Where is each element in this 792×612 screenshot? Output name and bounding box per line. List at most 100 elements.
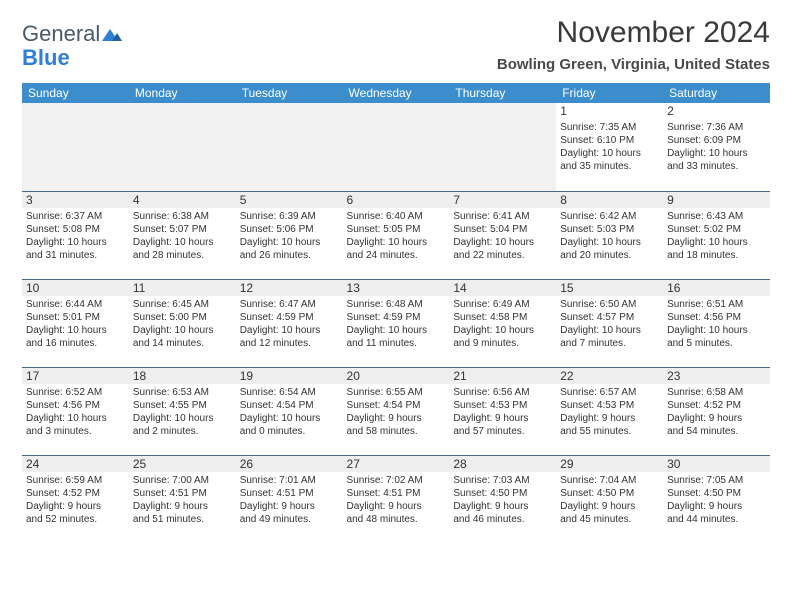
sunset-text: Sunset: 4:54 PM (347, 399, 446, 412)
page-header: General Blue November 2024 Bowling Green… (22, 16, 770, 73)
sunset-text: Sunset: 4:51 PM (347, 487, 446, 500)
calendar-day-cell: 18Sunrise: 6:53 AMSunset: 4:55 PMDayligh… (129, 367, 236, 455)
daylight-text: Daylight: 9 hours (240, 500, 339, 513)
calendar-day-cell: 7Sunrise: 6:41 AMSunset: 5:04 PMDaylight… (449, 191, 556, 279)
sunset-text: Sunset: 4:52 PM (26, 487, 125, 500)
sunrise-text: Sunrise: 6:42 AM (560, 210, 659, 223)
sunset-text: Sunset: 5:07 PM (133, 223, 232, 236)
daylight-text: Daylight: 10 hours (347, 324, 446, 337)
calendar-day-cell: 2Sunrise: 7:36 AMSunset: 6:09 PMDaylight… (663, 103, 770, 191)
calendar-day-cell: 14Sunrise: 6:49 AMSunset: 4:58 PMDayligh… (449, 279, 556, 367)
daylight-text: and 54 minutes. (667, 425, 766, 438)
sunrise-text: Sunrise: 7:04 AM (560, 474, 659, 487)
calendar-day-cell: 13Sunrise: 6:48 AMSunset: 4:59 PMDayligh… (343, 279, 450, 367)
day-number: 14 (449, 280, 556, 296)
sunrise-text: Sunrise: 6:53 AM (133, 386, 232, 399)
daylight-text: Daylight: 9 hours (667, 500, 766, 513)
logo-word2: Blue (22, 45, 70, 70)
daylight-text: Daylight: 9 hours (667, 412, 766, 425)
sunrise-text: Sunrise: 6:57 AM (560, 386, 659, 399)
daylight-text: and 51 minutes. (133, 513, 232, 526)
day-number: 16 (663, 280, 770, 296)
weekday-header: Thursday (449, 83, 556, 103)
daylight-text: and 3 minutes. (26, 425, 125, 438)
daylight-text: Daylight: 10 hours (133, 236, 232, 249)
daylight-text: Daylight: 9 hours (453, 500, 552, 513)
calendar-page: General Blue November 2024 Bowling Green… (0, 0, 792, 555)
daylight-text: Daylight: 9 hours (453, 412, 552, 425)
day-number: 8 (556, 192, 663, 208)
daylight-text: Daylight: 9 hours (347, 500, 446, 513)
calendar-day-cell (343, 103, 450, 191)
calendar-week-row: 3 Sunrise: 6:37 AMSunset: 5:08 PM Daylight… (22, 191, 770, 279)
calendar-day-cell: 28Sunrise: 7:03 AMSunset: 4:50 PMDayligh… (449, 455, 556, 543)
calendar-day-cell (449, 103, 556, 191)
month-title: November 2024 (497, 16, 770, 50)
sunset-text: Sunset: 4:50 PM (667, 487, 766, 500)
day-number: 15 (556, 280, 663, 296)
daylight-text: and 0 minutes. (240, 425, 339, 438)
daylight-text: and 11 minutes. (347, 337, 446, 350)
calendar-week-row: 24Sunrise: 6:59 AMSunset: 4:52 PMDayligh… (22, 455, 770, 543)
calendar-day-cell: 6Sunrise: 6:40 AMSunset: 5:05 PMDaylight… (343, 191, 450, 279)
daylight-text: Daylight: 10 hours (133, 412, 232, 425)
daylight-text: Daylight: 9 hours (347, 412, 446, 425)
calendar-day-cell: 22Sunrise: 6:57 AMSunset: 4:53 PMDayligh… (556, 367, 663, 455)
day-number: 11 (129, 280, 236, 296)
daylight-text: Daylight: 10 hours (667, 147, 766, 160)
calendar-day-cell: 3Sunrise: 6:37 AMSunset: 5:08 PMDaylight… (22, 191, 129, 279)
sunset-text: Sunset: 4:53 PM (560, 399, 659, 412)
daylight-text: and 46 minutes. (453, 513, 552, 526)
weekday-header: Friday (556, 83, 663, 103)
sunrise-text: Sunrise: 6:38 AM (133, 210, 232, 223)
day-number: 17 (22, 368, 129, 384)
daylight-text: and 58 minutes. (347, 425, 446, 438)
sunrise-text: Sunrise: 6:52 AM (26, 386, 125, 399)
day-number: 23 (663, 368, 770, 384)
daylight-text: Daylight: 10 hours (240, 324, 339, 337)
sunset-text: Sunset: 5:06 PM (240, 223, 339, 236)
daylight-text: Daylight: 10 hours (560, 147, 659, 160)
daylight-text: Daylight: 9 hours (133, 500, 232, 513)
day-number: 30 (663, 456, 770, 472)
weekday-header: Sunday (22, 83, 129, 103)
calendar-day-cell (129, 103, 236, 191)
sunset-text: Sunset: 4:50 PM (560, 487, 659, 500)
daylight-text: Daylight: 10 hours (667, 236, 766, 249)
sunset-text: Sunset: 5:00 PM (133, 311, 232, 324)
calendar-day-cell: 5Sunrise: 6:39 AMSunset: 5:06 PMDaylight… (236, 191, 343, 279)
sunrise-text: Sunrise: 6:41 AM (453, 210, 552, 223)
daylight-text: and 2 minutes. (133, 425, 232, 438)
weekday-header: Saturday (663, 83, 770, 103)
sunset-text: Sunset: 4:56 PM (667, 311, 766, 324)
day-number: 13 (343, 280, 450, 296)
sunrise-text: Sunrise: 6:37 AM (26, 210, 125, 223)
calendar-day-cell: 25Sunrise: 7:00 AMSunset: 4:51 PMDayligh… (129, 455, 236, 543)
sunrise-text: Sunrise: 7:02 AM (347, 474, 446, 487)
sunset-text: Sunset: 4:55 PM (133, 399, 232, 412)
sunrise-text: Sunrise: 7:00 AM (133, 474, 232, 487)
location-text: Bowling Green, Virginia, United States (497, 56, 770, 73)
day-number: 22 (556, 368, 663, 384)
sunrise-text: Sunrise: 7:05 AM (667, 474, 766, 487)
daylight-text: and 48 minutes. (347, 513, 446, 526)
daylight-text: and 14 minutes. (133, 337, 232, 350)
day-number: 1 (556, 103, 663, 119)
logo-text: General Blue (22, 22, 122, 70)
sunset-text: Sunset: 5:08 PM (26, 223, 125, 236)
calendar-day-cell: 19Sunrise: 6:54 AMSunset: 4:54 PMDayligh… (236, 367, 343, 455)
daylight-text: and 28 minutes. (133, 249, 232, 262)
logo-word1: General (22, 21, 100, 46)
day-number: 21 (449, 368, 556, 384)
weekday-header: Wednesday (343, 83, 450, 103)
day-number: 9 (663, 192, 770, 208)
day-number: 3 (22, 192, 129, 208)
daylight-text: and 22 minutes. (453, 249, 552, 262)
calendar-day-cell: 27Sunrise: 7:02 AMSunset: 4:51 PMDayligh… (343, 455, 450, 543)
daylight-text: and 9 minutes. (453, 337, 552, 350)
sunset-text: Sunset: 4:53 PM (453, 399, 552, 412)
daylight-text: Daylight: 10 hours (560, 236, 659, 249)
daylight-text: Daylight: 10 hours (453, 324, 552, 337)
sunset-text: Sunset: 4:51 PM (240, 487, 339, 500)
daylight-text: and 5 minutes. (667, 337, 766, 350)
